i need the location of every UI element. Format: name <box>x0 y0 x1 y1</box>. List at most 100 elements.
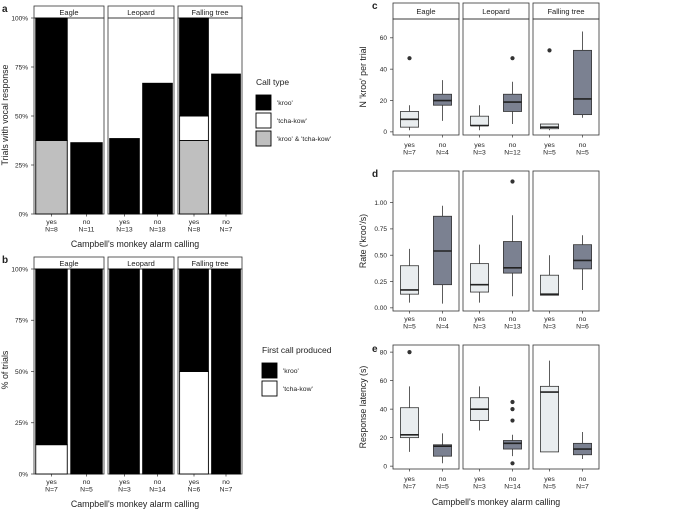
y-tick-label: 0 <box>383 463 387 470</box>
y-tick-label: 1.00 <box>374 200 387 207</box>
category-label: N=7 <box>403 150 416 157</box>
category-label: no <box>439 142 447 149</box>
bar-segment <box>35 268 68 446</box>
box <box>433 444 452 457</box>
category-label: N=3 <box>118 487 131 494</box>
y-tick-label: 75% <box>15 318 28 325</box>
category-label: no <box>222 479 230 486</box>
facet-title: Falling tree <box>191 259 228 268</box>
facet-frame <box>33 17 105 215</box>
y-tick-label: 25% <box>15 162 28 169</box>
legend-label: 'kroo' <box>277 100 293 107</box>
y-tick-label: 0.25 <box>374 279 387 286</box>
box <box>470 263 489 293</box>
category-label: N=6 <box>188 487 201 494</box>
category-label: yes <box>119 219 130 226</box>
category-label: N=7 <box>576 484 589 491</box>
y-tick-label: 60 <box>380 35 388 42</box>
y-tick-label: 0.75 <box>374 226 387 233</box>
facet-frame <box>532 18 600 136</box>
y-axis-label: N 'kroo' per trial <box>358 46 368 107</box>
category-label: N=6 <box>576 324 589 331</box>
facet-title: Eagle <box>59 259 78 268</box>
category-label: N=13 <box>116 227 133 234</box>
category-label: yes <box>189 479 200 486</box>
y-tick-label: 25% <box>15 420 28 427</box>
legend-title: Call type <box>256 77 289 87</box>
box <box>400 407 419 439</box>
facet-frame <box>177 268 243 475</box>
legend-label: 'kroo' <box>283 368 299 375</box>
category-label: no <box>154 479 162 486</box>
category-label: N=12 <box>504 150 521 157</box>
category-label: N=7 <box>220 227 233 234</box>
outlier-point <box>510 418 515 423</box>
facet-title: Falling tree <box>191 8 228 17</box>
category-label: yes <box>474 476 485 483</box>
legend-swatch <box>255 130 272 147</box>
y-tick-label: 20 <box>380 435 388 442</box>
x-axis-label: Campbell's monkey alarm calling <box>71 499 199 509</box>
facet-frame <box>462 170 530 312</box>
facet-title: Eagle <box>59 8 78 17</box>
box <box>400 265 419 295</box>
category-label: no <box>439 316 447 323</box>
bar-segment <box>35 17 68 141</box>
panel-letter: a <box>2 4 8 15</box>
bar-segment <box>179 268 209 372</box>
category-label: N=5 <box>576 150 589 157</box>
legend-swatch <box>255 112 272 129</box>
category-label: N=3 <box>473 324 486 331</box>
outlier-point <box>510 399 515 405</box>
bar-segment <box>211 73 241 215</box>
category-label: N=7 <box>220 487 233 494</box>
y-tick-label: 20 <box>380 98 388 105</box>
outlier-point <box>407 56 412 61</box>
category-label: N=8 <box>188 227 201 234</box>
panel-letter: e <box>372 344 378 355</box>
category-label: no <box>83 479 91 486</box>
panel-a: a Trials with vocal response Campbell's mo… <box>0 4 331 249</box>
category-label: no <box>83 219 91 226</box>
category-label: no <box>579 476 587 483</box>
category-label: N=11 <box>79 227 95 234</box>
bar-segment <box>179 371 209 475</box>
facet-frame <box>177 17 243 215</box>
facet-frame <box>462 344 530 470</box>
y-tick-label: 0.50 <box>374 253 387 260</box>
y-tick-label: 0 <box>383 129 387 136</box>
box <box>573 244 592 270</box>
panel-e: e Response latency (s) Campbell's monkey a… <box>358 344 600 507</box>
category-label: yes <box>404 142 415 149</box>
bar-segment <box>142 82 173 215</box>
bar-segment <box>179 140 209 215</box>
y-tick-label: 100% <box>11 266 28 273</box>
facet-frame <box>107 268 175 475</box>
x-axis-label: Campbell's monkey alarm calling <box>432 497 560 507</box>
y-axis-label: % of trials <box>0 350 10 389</box>
facet-frame <box>392 18 460 136</box>
category-label: N=5 <box>403 324 416 331</box>
facet-frame <box>392 344 460 470</box>
legend-swatch <box>261 380 278 397</box>
panel-letter: d <box>372 169 378 180</box>
facet-frame <box>392 170 460 312</box>
category-label: no <box>509 142 517 149</box>
category-label: yes <box>119 479 130 486</box>
category-label: N=5 <box>80 487 93 494</box>
y-tick-label: 80 <box>380 349 388 356</box>
facet-title: Eagle <box>416 7 435 16</box>
legend-label: 'tcha-kow' <box>277 118 307 125</box>
facet-title: Leopard <box>127 8 155 17</box>
facet-title: Falling tree <box>547 7 584 16</box>
